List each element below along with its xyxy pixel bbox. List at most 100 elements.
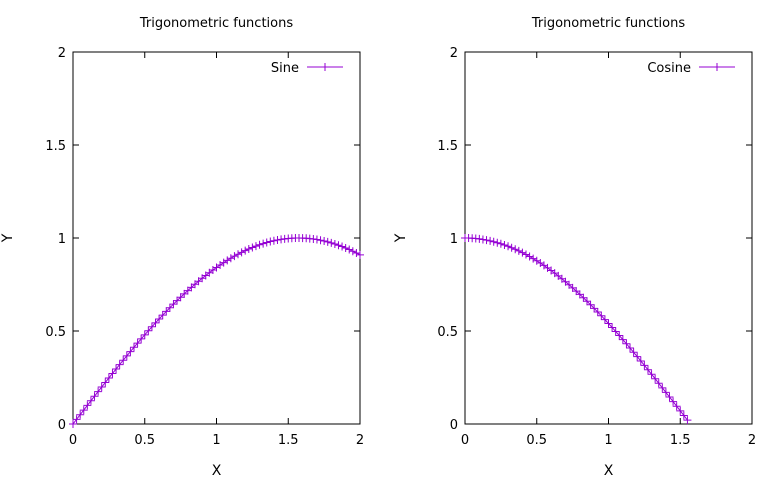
data-point <box>568 283 577 292</box>
data-point <box>608 323 617 332</box>
data-point <box>112 365 121 374</box>
data-point <box>579 293 588 302</box>
data-point <box>475 234 484 243</box>
data-point <box>122 351 131 360</box>
data-point <box>330 239 339 248</box>
data-point <box>672 402 681 411</box>
x-tick-label: 1 <box>212 433 220 448</box>
data-point <box>323 237 332 246</box>
data-point <box>600 315 609 324</box>
x-tick-label: 2 <box>748 433 756 448</box>
data-point <box>230 252 239 261</box>
y-tick-label: 0.5 <box>45 325 66 340</box>
data-point <box>575 290 584 299</box>
y-tick-label: 1.5 <box>45 139 66 154</box>
data-point <box>643 365 652 374</box>
data-point <box>586 300 595 309</box>
data-point <box>309 235 318 244</box>
y-axis-label: Y <box>0 233 16 243</box>
data-point <box>137 334 146 343</box>
data-point <box>504 242 513 251</box>
data-point <box>104 373 113 382</box>
data-point <box>173 296 182 305</box>
data-point <box>108 369 117 378</box>
data-point <box>626 344 635 353</box>
x-tick-label: 0.5 <box>526 433 547 448</box>
data-point <box>162 307 171 316</box>
legend-marker <box>713 63 721 71</box>
series-markers-cosine <box>461 234 692 425</box>
data-point <box>155 314 164 323</box>
data-point <box>593 308 602 317</box>
data-point <box>532 256 541 265</box>
data-point <box>266 237 275 246</box>
x-tick-label: 1 <box>604 433 612 448</box>
data-point <box>320 236 329 245</box>
x-tick-label: 1.5 <box>670 433 691 448</box>
data-point <box>356 250 364 259</box>
chart-title: Trigonometric functions <box>531 16 685 31</box>
data-point <box>101 378 110 387</box>
data-point <box>683 416 692 425</box>
x-tick-label: 1.5 <box>278 433 299 448</box>
data-point <box>338 242 347 251</box>
data-point <box>496 239 505 248</box>
data-point <box>237 248 246 257</box>
data-point <box>629 348 638 357</box>
data-point <box>90 392 99 401</box>
data-point <box>679 411 688 420</box>
data-point <box>115 360 124 369</box>
data-point <box>176 293 185 302</box>
data-point <box>255 240 264 249</box>
data-point <box>262 238 271 247</box>
data-point <box>658 383 667 392</box>
data-point <box>618 335 627 344</box>
data-point <box>611 327 620 336</box>
data-point <box>226 254 235 263</box>
data-point <box>661 388 670 397</box>
data-point <box>493 238 502 247</box>
y-tick-label: 2 <box>58 46 66 61</box>
data-point <box>507 243 516 252</box>
data-point <box>251 242 260 251</box>
data-point <box>514 246 523 255</box>
data-point <box>489 237 498 246</box>
data-point <box>651 374 660 383</box>
legend-label: Sine <box>271 61 299 76</box>
data-point <box>604 319 613 328</box>
data-point <box>582 297 591 306</box>
data-point <box>277 235 286 244</box>
data-point <box>482 236 491 245</box>
data-point <box>151 318 160 327</box>
y-tick-label: 0 <box>450 418 458 433</box>
data-point <box>79 406 88 415</box>
data-point <box>665 392 674 401</box>
data-point <box>83 401 92 410</box>
data-point <box>180 289 189 298</box>
data-point <box>590 304 599 313</box>
y-tick-label: 0.5 <box>437 325 458 340</box>
x-tick-label: 2 <box>356 433 364 448</box>
data-point <box>525 252 534 261</box>
data-point <box>518 248 527 257</box>
data-point <box>248 243 257 252</box>
y-axis-label: Y <box>393 233 409 243</box>
data-point <box>647 370 656 379</box>
data-point <box>676 406 685 415</box>
data-point <box>126 347 135 356</box>
data-point <box>478 235 487 244</box>
data-point <box>234 250 243 259</box>
data-point <box>133 339 142 348</box>
data-point <box>273 235 282 244</box>
data-point <box>241 246 250 255</box>
data-point <box>312 235 321 244</box>
data-point <box>597 311 606 320</box>
data-point <box>341 243 350 252</box>
data-point <box>352 248 361 257</box>
x-tick-label: 0 <box>461 433 469 448</box>
series-line-cosine <box>464 237 688 421</box>
legend-label: Cosine <box>647 61 691 76</box>
x-tick-label: 0 <box>69 433 77 448</box>
data-point <box>654 379 663 388</box>
